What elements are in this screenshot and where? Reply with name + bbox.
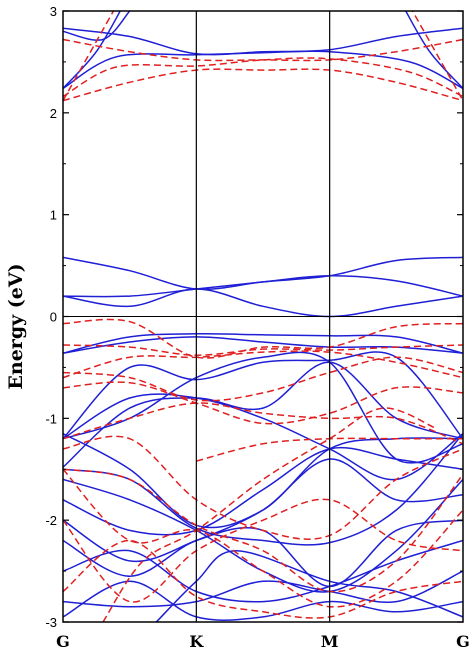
y-tick-label: 0 bbox=[50, 310, 57, 325]
solid-band-line bbox=[155, 549, 463, 622]
dashed-band-line bbox=[63, 381, 463, 425]
solid-band-line bbox=[63, 351, 463, 440]
dashed-band-line bbox=[63, 435, 463, 540]
dashed-band-line bbox=[102, 407, 437, 622]
solid-band-line bbox=[63, 432, 463, 529]
dashed-band-line bbox=[63, 318, 463, 359]
dashed-band-line bbox=[63, 38, 463, 62]
k-point-label: K bbox=[189, 632, 204, 651]
dashed-band-line bbox=[63, 498, 463, 603]
dashed-band-line bbox=[63, 11, 115, 101]
k-point-label: G bbox=[456, 632, 470, 651]
dashed-band-line bbox=[63, 468, 463, 593]
dashed-band-line bbox=[63, 57, 463, 98]
solid-band-line bbox=[404, 11, 463, 89]
y-tick-label: 2 bbox=[50, 106, 57, 121]
solid-band-line bbox=[63, 50, 463, 90]
y-tick-label: -3 bbox=[45, 615, 57, 630]
solid-band-line bbox=[63, 570, 463, 608]
solid-band-line bbox=[63, 336, 463, 354]
solid-band-line bbox=[63, 27, 463, 56]
dashed-band-line bbox=[63, 350, 463, 379]
y-tick-label: 1 bbox=[50, 208, 57, 223]
dashed-band-line bbox=[63, 356, 463, 402]
dashed-band-line bbox=[63, 468, 463, 608]
y-axis-title: Energy (eV) bbox=[5, 263, 27, 389]
solid-band-line bbox=[63, 256, 463, 291]
dashed-band-line bbox=[63, 68, 463, 102]
y-tick-label: -2 bbox=[45, 513, 57, 528]
solid-band-line bbox=[63, 361, 463, 468]
solid-band-line bbox=[63, 580, 463, 621]
solid-band-line bbox=[63, 11, 131, 41]
k-point-label: G bbox=[56, 632, 70, 651]
y-tick-label: -1 bbox=[45, 411, 57, 426]
solid-band-line bbox=[63, 288, 463, 318]
y-axis-ticks: -3 -2 -1 0 1 2 3 bbox=[45, 4, 463, 630]
band-lines bbox=[63, 11, 463, 622]
solid-band-line bbox=[63, 332, 463, 354]
dashed-band-line bbox=[63, 344, 463, 356]
solid-band-line bbox=[63, 11, 122, 89]
solid-band-line bbox=[63, 446, 463, 536]
dashed-band-line bbox=[63, 539, 463, 619]
dashed-band-line bbox=[63, 402, 463, 445]
k-point-label: M bbox=[321, 632, 339, 651]
solid-band-line bbox=[63, 458, 463, 563]
solid-band-line bbox=[63, 275, 463, 298]
dashed-band-line bbox=[411, 11, 463, 101]
k-point-dividers bbox=[195, 11, 331, 622]
y-tick-label: 3 bbox=[50, 4, 57, 19]
